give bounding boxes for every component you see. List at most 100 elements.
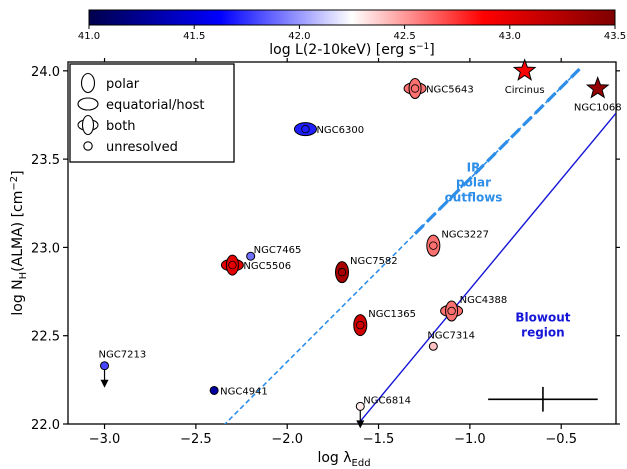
source-ngc3227: NGC3227 (426, 230, 489, 257)
both-marker-v (408, 77, 422, 99)
source-ngc7582: NGC7582 (335, 256, 398, 284)
x-tick-label: −2.0 (271, 432, 303, 447)
legend-label: polar (106, 77, 140, 92)
source-label: NGC7465 (254, 245, 302, 256)
x-tick-label: −3.0 (89, 432, 121, 447)
x-axis-label: log λEdd (317, 450, 370, 469)
unresolved-marker (209, 385, 219, 395)
source-ngc7314: NGC7314 (427, 330, 475, 351)
colorbar-tick-label: 41.0 (78, 31, 100, 42)
source-label: NGC7582 (350, 256, 398, 267)
blowout-region-line (357, 112, 616, 424)
legend-unresolved-icon (83, 141, 93, 151)
source-label: Circinus (505, 85, 545, 96)
unresolved-marker (100, 361, 110, 371)
colorbar-tick-label: 43.5 (604, 31, 626, 42)
colorbar-tick-label: 41.5 (183, 31, 205, 42)
legend: polar equatorial/host both unresolved (69, 63, 235, 163)
legend-entry-unresolved: unresolved (83, 140, 178, 155)
typical-error-bar (488, 386, 598, 412)
marker-core (410, 84, 420, 93)
source-label: NGC4941 (220, 386, 268, 397)
y-axis-label: log NH(ALMA) [cm−2] (9, 170, 29, 315)
region-label-line: IR (467, 160, 481, 174)
colorbar-label: log L(2-10keV) [erg s−1] (269, 42, 435, 58)
legend-polar-icon (80, 72, 96, 94)
source-label: NGC6814 (363, 395, 411, 406)
legend-entry-equatorial: equatorial/host (77, 97, 204, 113)
colorbar-tick-label: 43.0 (499, 31, 521, 42)
legend-both-icon-v (81, 114, 95, 136)
polar-marker (335, 261, 349, 284)
source-label: NGC5506 (243, 261, 291, 272)
y-tick-label: 23.5 (31, 153, 60, 168)
source-ngc5643: NGC5643 (403, 77, 474, 99)
legend-box (69, 63, 235, 163)
legend-entry-both: both (77, 114, 136, 136)
source-label: NGC1365 (368, 309, 416, 320)
legend-label: equatorial/host (106, 98, 204, 113)
star-marker (585, 76, 610, 99)
legend-label: both (106, 119, 136, 134)
ir-polar-outflows-line-thick (413, 67, 581, 235)
data-points: NGC1068 Circinus NGC5643 NGC6300 NGC3227 NGC7… (99, 58, 622, 429)
unresolved-marker (355, 401, 365, 411)
marker-core (301, 124, 310, 134)
y-tick-label: 22.5 (31, 330, 60, 345)
colorbar-gradient (88, 9, 616, 26)
both-marker-v (225, 254, 239, 276)
region-label-line: polar (456, 175, 491, 189)
marker-core (447, 306, 456, 316)
polar-marker (353, 314, 368, 337)
source-ngc5506: NGC5506 (220, 254, 291, 276)
star-marker (512, 58, 537, 81)
axes: −3.0 −2.5 −2.0 −1.5 −1.0 −0.5 22.0 22.5 23.0 23.5… (31, 58, 620, 447)
colorbar: 41.0 41.5 42.0 42.5 43.0 43.5 log L(2-10keV) … (78, 9, 626, 58)
reference-lines (223, 67, 616, 424)
source-ngc6300: NGC6300 (293, 122, 364, 137)
source-label: NGC7213 (99, 350, 147, 361)
upper-limit-arrow-head (356, 420, 365, 429)
unresolved-marker (428, 341, 438, 351)
polar-marker (426, 234, 441, 257)
y-tick-label: 23.0 (31, 241, 60, 256)
source-label: NGC4388 (460, 295, 508, 306)
source-ngc4388: NGC4388 (440, 295, 508, 322)
source-label: NGC6300 (316, 125, 364, 136)
marker-core (228, 260, 237, 270)
source-label: NGC1068 (574, 102, 622, 113)
source-ngc6814: NGC6814 (355, 395, 411, 429)
colorbar-tick-label: 42.5 (393, 31, 415, 42)
both-marker-v (445, 300, 459, 322)
source-ngc1068: NGC1068 (574, 76, 622, 113)
source-label: NGC5643 (426, 84, 474, 95)
equatorial-marker (293, 122, 317, 137)
region-label-line: outflows (445, 190, 503, 204)
marker-core (429, 241, 438, 250)
source-ngc7213: NGC7213 (99, 350, 147, 388)
region-label-line: Blowout (515, 311, 570, 325)
source-ngc7465: NGC7465 (246, 245, 302, 261)
y-tick-label: 24.0 (31, 65, 60, 80)
legend-label: unresolved (106, 140, 178, 155)
source-circinus: Circinus (505, 58, 545, 96)
upper-limit-arrow-head (100, 379, 109, 388)
source-label: NGC7314 (427, 330, 475, 341)
marker-core (337, 267, 347, 277)
colorbar-tick-label: 42.0 (288, 31, 310, 42)
x-tick-label: −1.5 (363, 432, 395, 447)
source-ngc4941: NGC4941 (209, 385, 268, 397)
unresolved-marker (246, 251, 256, 261)
y-tick-label: 22.0 (31, 418, 60, 433)
marker-core (356, 320, 365, 330)
region-label-line: region (521, 326, 565, 340)
legend-entry-polar: polar (80, 72, 140, 94)
ir-polar-outflows-line (223, 68, 581, 424)
source-ngc1365: NGC1365 (353, 309, 416, 337)
source-label: NGC3227 (441, 230, 489, 241)
x-tick-label: −0.5 (545, 432, 577, 447)
